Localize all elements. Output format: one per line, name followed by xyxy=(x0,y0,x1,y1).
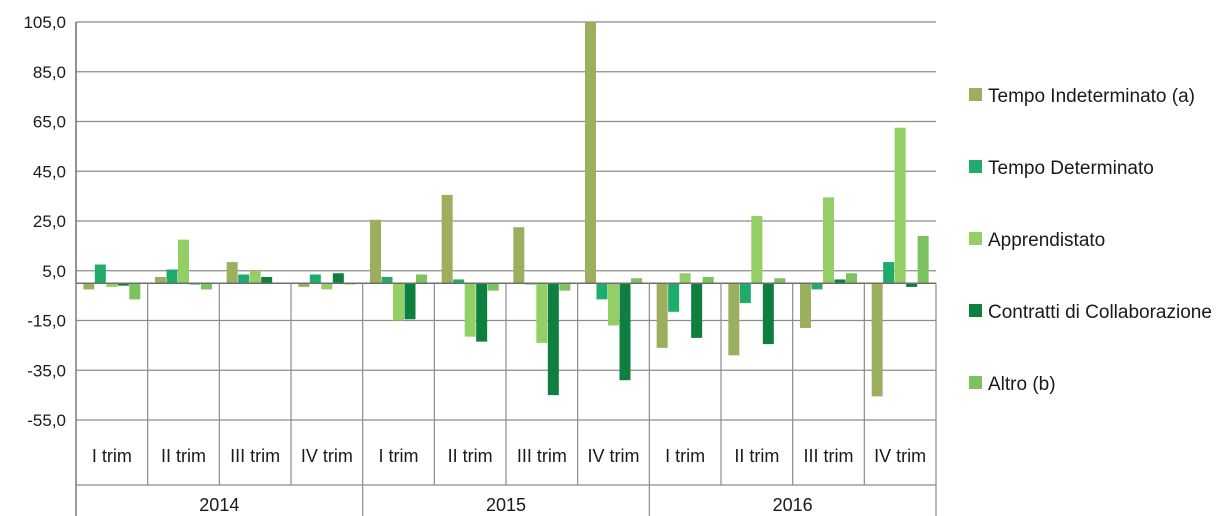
bar xyxy=(106,283,118,287)
bar xyxy=(834,279,846,284)
bar xyxy=(155,276,166,284)
legend-label: Tempo Determinato xyxy=(988,158,1154,179)
bar xyxy=(416,274,427,284)
bar xyxy=(894,127,906,284)
legend-swatch xyxy=(969,160,982,173)
bar xyxy=(536,283,548,343)
bar xyxy=(476,283,488,342)
x-category-label: I trim xyxy=(92,446,132,466)
bar xyxy=(917,235,929,284)
x-year-label: 2014 xyxy=(199,495,239,515)
y-tick-label: 85,0 xyxy=(33,63,66,82)
bar xyxy=(702,276,714,284)
legend-label: Apprendistato xyxy=(988,230,1105,251)
bar xyxy=(739,283,751,304)
bar xyxy=(668,283,680,312)
bar xyxy=(608,283,619,326)
bar xyxy=(321,283,333,290)
x-category-label: II trim xyxy=(161,446,206,466)
bar xyxy=(261,276,273,284)
bar xyxy=(332,273,344,284)
bar xyxy=(117,283,129,286)
bar xyxy=(691,283,703,338)
bar xyxy=(547,283,559,396)
legend-swatch xyxy=(969,376,982,389)
bar xyxy=(631,278,642,284)
x-year-label: 2016 xyxy=(773,495,813,515)
y-tick-label: 105,0 xyxy=(23,13,66,32)
legend-label: Altro (b) xyxy=(988,374,1056,395)
bar xyxy=(249,270,261,284)
bar xyxy=(464,283,476,337)
bar xyxy=(762,283,774,345)
y-tick-label: -55,0 xyxy=(27,411,66,430)
legend-swatch xyxy=(969,304,982,317)
y-tick-label: 5,0 xyxy=(42,262,66,281)
bar xyxy=(846,273,857,284)
bar xyxy=(800,283,811,328)
x-category-label: IV trim xyxy=(588,446,640,466)
x-category-label: III trim xyxy=(230,446,280,466)
x-category-label: II trim xyxy=(448,446,493,466)
bar xyxy=(166,269,178,284)
bar xyxy=(201,283,212,290)
axes xyxy=(75,22,937,516)
legend-swatch xyxy=(969,232,982,245)
bar xyxy=(883,262,895,284)
bar xyxy=(178,239,189,284)
bar xyxy=(871,283,883,397)
x-category-label: III trim xyxy=(804,446,854,466)
y-tick-label: -35,0 xyxy=(27,361,66,380)
y-tick-label: 25,0 xyxy=(33,212,66,231)
bar xyxy=(751,216,763,284)
x-year-label: 2015 xyxy=(486,495,526,515)
y-tick-label: 45,0 xyxy=(33,162,66,181)
bar xyxy=(906,283,918,287)
y-tick-label: -15,0 xyxy=(27,312,66,331)
bars xyxy=(83,22,929,397)
bar xyxy=(823,197,834,284)
bar xyxy=(381,276,393,284)
bar xyxy=(309,274,321,284)
bar xyxy=(596,283,608,300)
bar xyxy=(298,283,310,287)
x-category-label: III trim xyxy=(517,446,567,466)
y-axis-tick-labels: 105,0 85,0 65,0 45,0 25,0 5,0 -15,0 -35,0 -55,0 xyxy=(23,13,66,430)
bar xyxy=(238,274,250,284)
bar xyxy=(94,264,106,284)
y-tick-label: 65,0 xyxy=(33,113,66,132)
bar xyxy=(393,283,404,321)
bar xyxy=(370,219,381,284)
x-category-label: II trim xyxy=(734,446,779,466)
bar xyxy=(728,283,740,356)
x-category-label: IV trim xyxy=(874,446,926,466)
bar xyxy=(559,283,571,291)
bar xyxy=(129,283,141,300)
x-category-label: IV trim xyxy=(301,446,353,466)
x-category-label: I trim xyxy=(665,446,705,466)
legend-swatch xyxy=(969,88,982,101)
bar xyxy=(83,283,95,290)
bar xyxy=(226,262,238,284)
bar xyxy=(811,283,823,290)
legend: Tempo Indeterminato (a) Tempo Determinato… xyxy=(969,86,1212,395)
legend-label: Contratti di Collaborazione xyxy=(988,302,1212,323)
bar xyxy=(774,278,786,284)
bar xyxy=(585,22,596,284)
bar xyxy=(513,227,525,284)
bar xyxy=(404,283,416,320)
bar xyxy=(487,283,499,291)
legend-label: Tempo Indeterminato (a) xyxy=(988,86,1195,107)
x-axis-category-labels: I trim II trim III trim IV trim I trim II tri… xyxy=(92,446,926,515)
bar xyxy=(441,194,453,284)
x-category-label: I trim xyxy=(379,446,419,466)
bar xyxy=(453,279,465,284)
bar xyxy=(656,283,668,348)
bar xyxy=(619,283,631,381)
bar xyxy=(679,273,691,284)
